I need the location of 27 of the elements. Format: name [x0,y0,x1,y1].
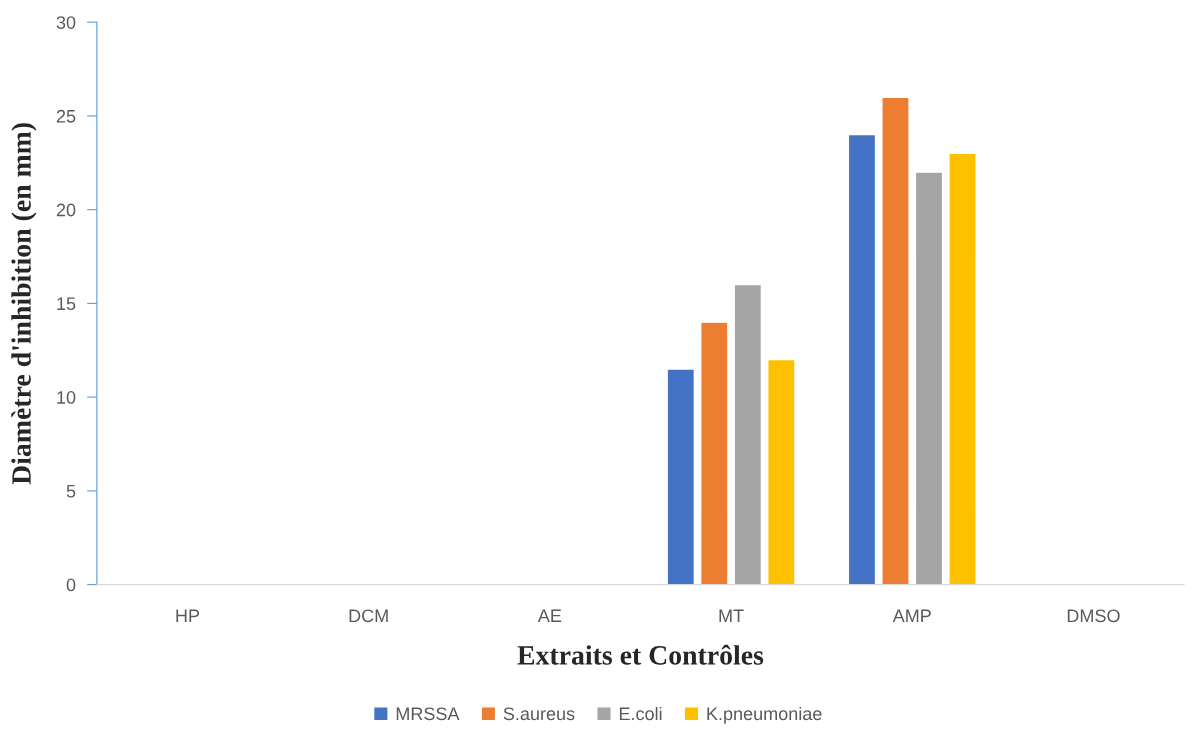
bar [767,358,796,585]
bar [914,171,944,585]
x-tick-label: HP [176,609,200,622]
x-tick-label: AMP [892,609,931,622]
y-tick-label: 0 [66,578,76,592]
y-tick-label: 10 [57,391,76,404]
legend-label: E.coli [619,706,662,721]
x-tick-label: DCM [349,609,388,623]
x-axis-title: Extraits et Contrôles [517,644,764,665]
bar [700,321,729,585]
legend-label: K.pneumoniae [707,706,822,724]
bar [847,133,877,585]
y-tick-label: 15 [57,297,76,311]
legend-label: MRSSA [396,707,460,721]
legend-label: S.aureus [503,707,575,721]
bar [733,283,763,585]
bar [881,96,910,585]
x-tick-label: MT [719,609,744,622]
y-tick-label: 30 [56,16,76,29]
y-tick-label: 20 [56,203,76,217]
bar [666,368,696,585]
y-tick-label: 25 [56,109,76,123]
y-axis-title: Diamètre d'inhibition (en mm) [11,123,37,485]
bar [948,152,977,585]
x-tick-label: DMSO [1067,609,1120,623]
x-tick-label: AE [537,609,562,622]
y-tick-label: 5 [66,484,76,498]
